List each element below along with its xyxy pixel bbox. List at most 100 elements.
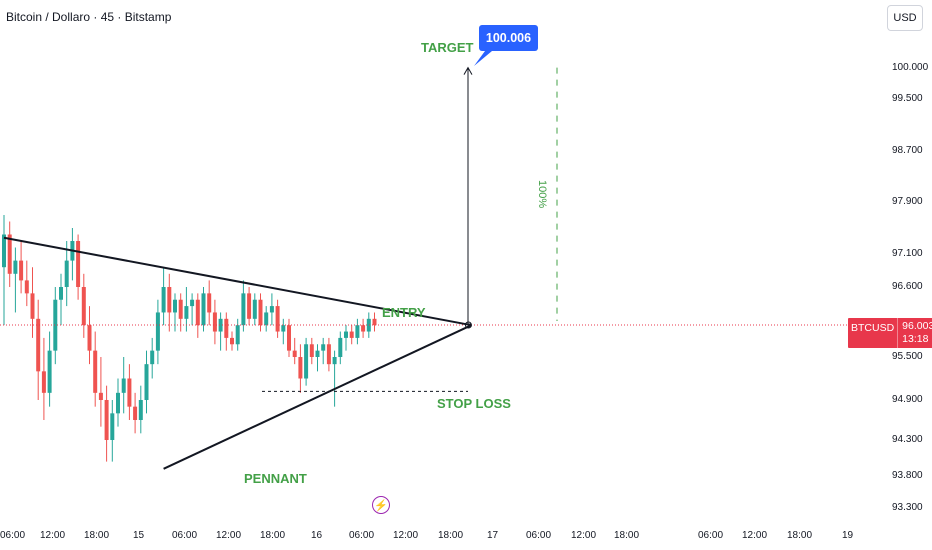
candle-body	[321, 344, 326, 351]
lightning-icon[interactable]: ⚡	[372, 496, 390, 514]
candle-body	[212, 312, 217, 332]
candle-body	[349, 331, 354, 338]
candle-body	[76, 241, 81, 287]
x-tick-label: 18:00	[438, 530, 464, 541]
price-tag-countdown: 13:18	[902, 333, 929, 345]
candle	[87, 306, 92, 365]
candle-body	[287, 325, 291, 351]
candle-body	[258, 299, 263, 326]
candle	[173, 293, 177, 332]
candle-body	[275, 306, 280, 332]
y-tick-label: 94.300	[892, 434, 923, 445]
candle	[361, 318, 366, 338]
candle	[269, 293, 274, 326]
candle	[235, 318, 240, 351]
candle	[355, 318, 360, 345]
x-tick-label: 18:00	[260, 530, 286, 541]
y-tick-label: 93.300	[892, 502, 923, 513]
x-tick-label: 06:00	[698, 530, 724, 541]
candle	[201, 287, 206, 332]
candle	[218, 312, 223, 351]
candle	[247, 287, 252, 326]
candle-body	[338, 337, 343, 357]
candle	[127, 364, 132, 420]
x-tick-label: 17	[487, 530, 499, 541]
candle	[81, 273, 86, 338]
candle	[7, 221, 12, 287]
candle	[275, 299, 280, 338]
candle-body	[104, 400, 109, 440]
candle-body	[235, 325, 240, 345]
candle-body	[13, 260, 18, 274]
candle	[138, 385, 143, 434]
candle	[315, 344, 320, 372]
drawing-layer	[0, 51, 848, 470]
candle-body	[292, 350, 297, 357]
candle	[292, 337, 297, 365]
candle	[24, 260, 29, 307]
candle	[116, 378, 120, 427]
candle-body	[173, 299, 177, 313]
candle-body	[81, 287, 86, 326]
x-tick-label: 06:00	[526, 530, 552, 541]
candle	[161, 267, 166, 326]
candle	[190, 293, 195, 326]
candle-body	[366, 318, 371, 332]
candle-body	[138, 400, 143, 420]
candle	[304, 337, 309, 386]
candle-body	[190, 299, 195, 307]
y-tick-label: 94.900	[892, 394, 923, 405]
candle	[64, 241, 69, 307]
candle-body	[41, 371, 46, 393]
candle-body	[7, 234, 12, 274]
pennant-lower-line	[163, 324, 472, 470]
y-tick-label: 93.800	[892, 470, 923, 481]
candle-body	[93, 350, 98, 393]
candle	[195, 293, 200, 338]
x-tick-label: 06:00	[0, 530, 26, 541]
x-tick-label: 19	[842, 530, 854, 541]
pennant-upper-line	[3, 236, 472, 327]
x-tick-label: 06:00	[172, 530, 198, 541]
candle-body	[269, 306, 274, 313]
candle-body	[178, 299, 183, 319]
candle	[207, 280, 212, 326]
y-tick-label: 96.600	[892, 281, 923, 292]
candle	[133, 392, 138, 434]
candle	[70, 228, 75, 281]
candle	[98, 357, 103, 427]
x-tick-label: 12:00	[216, 530, 242, 541]
chart-title: Bitcoin / Dollaro · 45 · Bitstamp	[6, 10, 172, 24]
candle-body	[59, 287, 63, 300]
x-tick-label: 18:00	[84, 530, 110, 541]
price-tag-symbol: BTCUSD	[848, 318, 899, 348]
candle-body	[127, 378, 132, 407]
candle	[13, 247, 18, 313]
candle	[167, 273, 172, 332]
candle	[281, 318, 286, 345]
candle-body	[64, 260, 69, 287]
candle	[47, 331, 52, 407]
candle-body	[372, 318, 377, 326]
candle	[53, 287, 58, 365]
y-tick-label: 100.000	[892, 62, 929, 73]
candle	[366, 312, 371, 338]
candle-body	[87, 325, 92, 351]
candle-body	[252, 299, 257, 319]
candle	[212, 299, 217, 345]
candle-body	[98, 392, 103, 400]
candle-body	[281, 325, 286, 332]
candle-body	[315, 350, 320, 357]
currency-button[interactable]: USD	[887, 5, 923, 31]
candle-body	[2, 234, 6, 268]
x-tick-label: 12:00	[742, 530, 768, 541]
candle-body	[298, 357, 303, 379]
candle-body	[326, 344, 331, 365]
candle-body	[155, 312, 160, 351]
candle-body	[133, 406, 138, 420]
candle	[178, 293, 183, 332]
candle-body	[264, 312, 269, 326]
candle	[372, 312, 377, 332]
candle-body	[218, 318, 223, 332]
